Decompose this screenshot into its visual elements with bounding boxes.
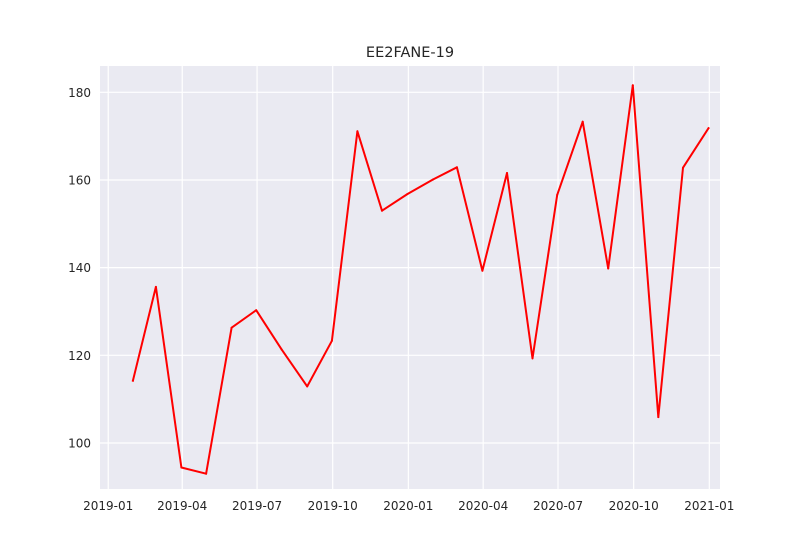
data-point [330,339,333,342]
data-point [682,166,684,169]
data-point [455,166,458,169]
data-point [432,178,434,181]
plot-area [100,66,720,489]
y-tick-label: 140 [68,261,91,275]
x-tick-label: 2019-10 [308,499,358,513]
x-tick-label: 2020-10 [609,499,659,513]
x-tick-label: 2021-01 [684,499,734,513]
x-tick-label: 2019-07 [232,499,282,513]
data-point [406,193,409,195]
data-point [631,84,634,87]
x-tick-label: 2020-07 [533,499,583,513]
data-point [180,466,183,469]
data-point [205,472,208,475]
series-line [131,84,710,475]
x-tick-label: 2020-01 [383,499,433,513]
data-point [306,385,309,388]
data-point [381,209,383,212]
y-tick-label: 160 [68,173,91,187]
x-tick-label: 2020-04 [458,499,508,513]
y-tick-label: 120 [68,349,91,363]
data-point [657,416,660,419]
y-axis-tick-labels: 100 120 140 160 180 [68,86,91,451]
data-point [255,309,258,312]
data-point [481,269,484,272]
y-tick-label: 100 [68,436,91,450]
data-point [607,267,610,270]
data-point [556,193,559,196]
gridlines [100,66,720,489]
data-point [531,357,534,360]
y-tick-label: 180 [68,86,91,100]
x-axis-tick-labels: 2019-01 2019-04 2019-07 2019-10 2020-01 2020-… [83,499,734,513]
data-point [131,379,134,382]
data-point [154,285,157,288]
series-layer [131,84,710,475]
data-point [230,326,233,329]
data-point [280,348,283,351]
x-tick-label: 2019-04 [157,499,207,513]
x-tick-label: 2019-01 [83,499,133,513]
data-point [707,127,710,130]
chart-title: EE2FANE-19 [366,45,454,61]
data-point [581,120,584,123]
data-point [356,130,359,133]
data-point [506,172,508,174]
